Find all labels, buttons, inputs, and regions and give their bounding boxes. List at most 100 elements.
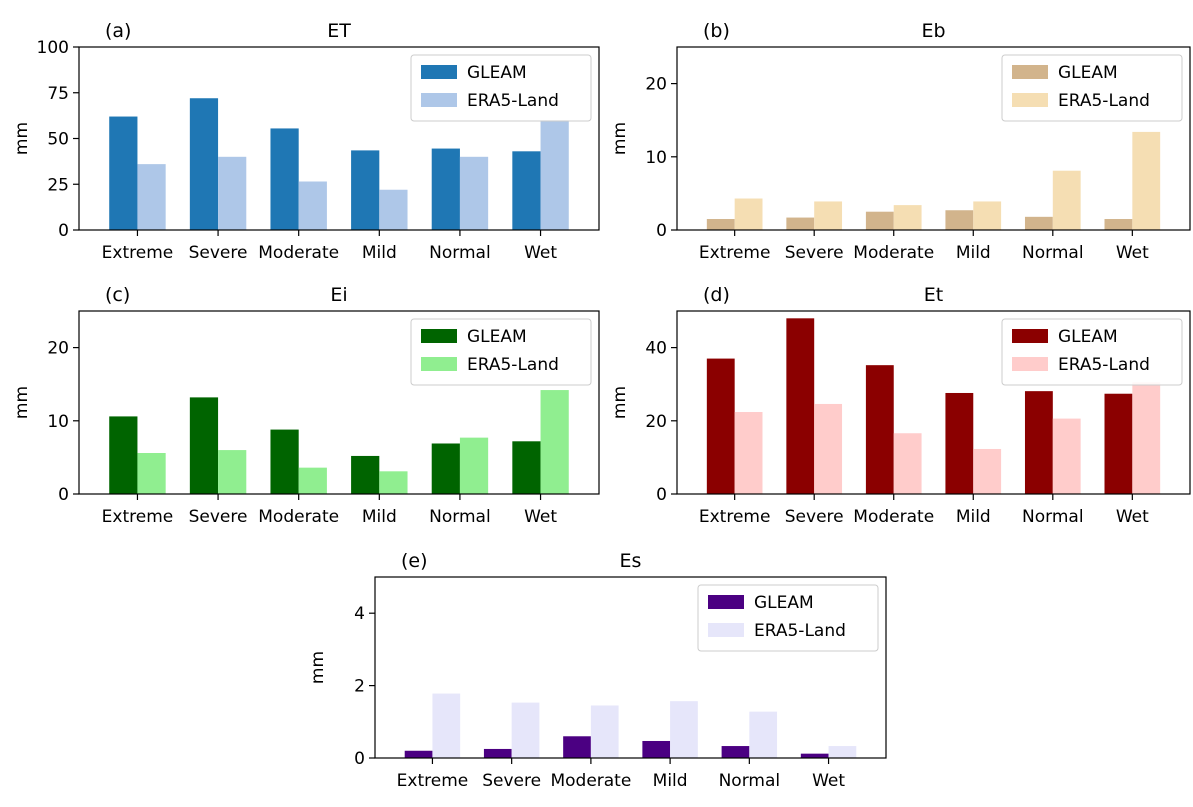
x-tick-label: Normal <box>1022 243 1084 263</box>
legend-swatch <box>708 623 744 637</box>
bar-gleam-severe <box>189 397 219 494</box>
x-tick-label: Normal <box>1022 507 1084 527</box>
bar-gleam-moderate <box>270 128 299 230</box>
bar-era5-land-normal <box>459 437 489 494</box>
y-tick-label: 0 <box>656 221 667 241</box>
y-axis-label: mm <box>610 122 630 155</box>
x-tick-label: Moderate <box>853 507 934 527</box>
y-axis-label: mm <box>610 386 630 419</box>
bar-era5-land-normal <box>1052 418 1081 494</box>
bar-era5-land-moderate <box>298 467 327 494</box>
chart-panel-4: 0 2 4 Extreme Severe Moderate Mild Normal Wet mm E… <box>308 550 887 791</box>
chart-panel-2: 0 10 20 Extreme Severe Moderate Mild Normal Wet m… <box>12 284 600 527</box>
bar-gleam-severe <box>189 98 219 231</box>
bar-gleam-extreme <box>706 358 735 494</box>
x-tick-label: Mild <box>362 507 397 527</box>
legend: GLEAM ERA5-Land <box>410 54 592 122</box>
y-tick-label: 0 <box>656 485 667 505</box>
bar-gleam-wet <box>1104 393 1133 494</box>
legend-swatch <box>421 93 457 107</box>
x-tick-label: Moderate <box>853 243 934 263</box>
legend-entry: ERA5-Land <box>754 621 846 641</box>
bar-gleam-normal <box>721 746 750 758</box>
legend-swatch <box>1012 329 1048 343</box>
panel-label: (b) <box>703 20 730 42</box>
bar-era5-land-normal <box>1052 170 1081 230</box>
bar-gleam-moderate <box>865 211 894 230</box>
y-axis-label: mm <box>12 386 32 419</box>
legend-swatch <box>708 595 744 609</box>
axes-frame <box>374 576 887 759</box>
x-tick-label: Moderate <box>258 243 339 263</box>
x-tick-label: Mild <box>653 771 688 791</box>
y-tick-label: 0 <box>58 221 69 241</box>
bar-era5-land-wet <box>828 746 857 758</box>
bar-gleam-wet <box>512 151 541 230</box>
bar-era5-land-extreme <box>734 412 763 494</box>
bar-gleam-extreme <box>706 219 735 230</box>
chart-title: Eb <box>921 20 945 42</box>
bar-gleam-extreme <box>404 750 433 758</box>
axes-frame <box>676 46 1191 231</box>
bar-era5-land-severe <box>511 702 540 758</box>
bar-era5-land-extreme <box>734 198 763 230</box>
legend: GLEAM ERA5-Land <box>1001 54 1183 122</box>
bar-era5-land-severe <box>814 403 843 494</box>
panel-label: (c) <box>105 284 130 306</box>
x-tick-label: Severe <box>189 507 248 527</box>
chart-title: Es <box>620 550 642 572</box>
legend-entry: ERA5-Land <box>1058 355 1150 375</box>
y-tick-label: 2 <box>354 677 365 697</box>
bar-era5-land-moderate <box>893 433 922 494</box>
bar-era5-land-mild <box>670 701 698 758</box>
bar-era5-land-severe <box>218 156 247 230</box>
bar-era5-land-wet <box>540 120 569 230</box>
panel-label: (a) <box>105 20 131 42</box>
legend-entry: GLEAM <box>467 63 527 83</box>
bar-gleam-mild <box>945 210 974 230</box>
y-tick-label: 75 <box>47 84 69 104</box>
x-tick-label: Mild <box>362 243 397 263</box>
legend-swatch <box>1012 93 1048 107</box>
legend-swatch <box>421 329 457 343</box>
y-tick-label: 10 <box>645 148 667 168</box>
bar-gleam-moderate <box>270 429 299 494</box>
bar-era5-land-severe <box>814 201 843 230</box>
bar-gleam-moderate <box>865 365 894 494</box>
y-tick-label: 10 <box>47 412 69 432</box>
bar-gleam-mild <box>642 740 671 758</box>
bar-gleam-normal <box>1024 216 1053 230</box>
bar-gleam-moderate <box>563 736 591 758</box>
y-tick-label: 20 <box>47 339 69 359</box>
bar-gleam-wet <box>800 753 829 758</box>
bar-era5-land-extreme <box>137 453 166 494</box>
bar-era5-land-wet <box>1132 131 1161 230</box>
chart-panel-0: 0 25 50 75 100 Extreme Severe Moderate Mild Norma… <box>12 20 600 263</box>
y-tick-label: 4 <box>354 604 365 624</box>
panel-label: (e) <box>401 550 428 572</box>
bar-gleam-severe <box>786 318 815 494</box>
bar-era5-land-wet <box>1132 382 1161 494</box>
legend-entry: GLEAM <box>1058 327 1118 347</box>
legend-swatch <box>421 65 457 79</box>
bar-gleam-mild <box>351 455 380 494</box>
y-tick-label: 40 <box>645 339 667 359</box>
x-tick-label: Normal <box>719 771 781 791</box>
legend: GLEAM ERA5-Land <box>1001 318 1183 386</box>
legend-swatch <box>1012 65 1048 79</box>
bar-era5-land-moderate <box>590 705 619 758</box>
bar-era5-land-mild <box>379 189 408 230</box>
x-tick-label: Normal <box>429 507 491 527</box>
bar-era5-land-extreme <box>432 693 461 758</box>
x-tick-label: Extreme <box>397 771 469 791</box>
x-tick-label: Wet <box>812 771 845 791</box>
legend-swatch <box>1012 357 1048 371</box>
legend: GLEAM ERA5-Land <box>410 318 592 386</box>
legend-entry: GLEAM <box>1058 63 1118 83</box>
x-tick-label: Moderate <box>258 507 339 527</box>
bar-gleam-normal <box>1024 391 1053 494</box>
y-axis-label: mm <box>308 651 328 684</box>
chart-panel-1: 0 10 20 Extreme Severe Moderate Mild Normal Wet m… <box>610 20 1191 263</box>
bar-gleam-wet <box>1104 219 1133 230</box>
